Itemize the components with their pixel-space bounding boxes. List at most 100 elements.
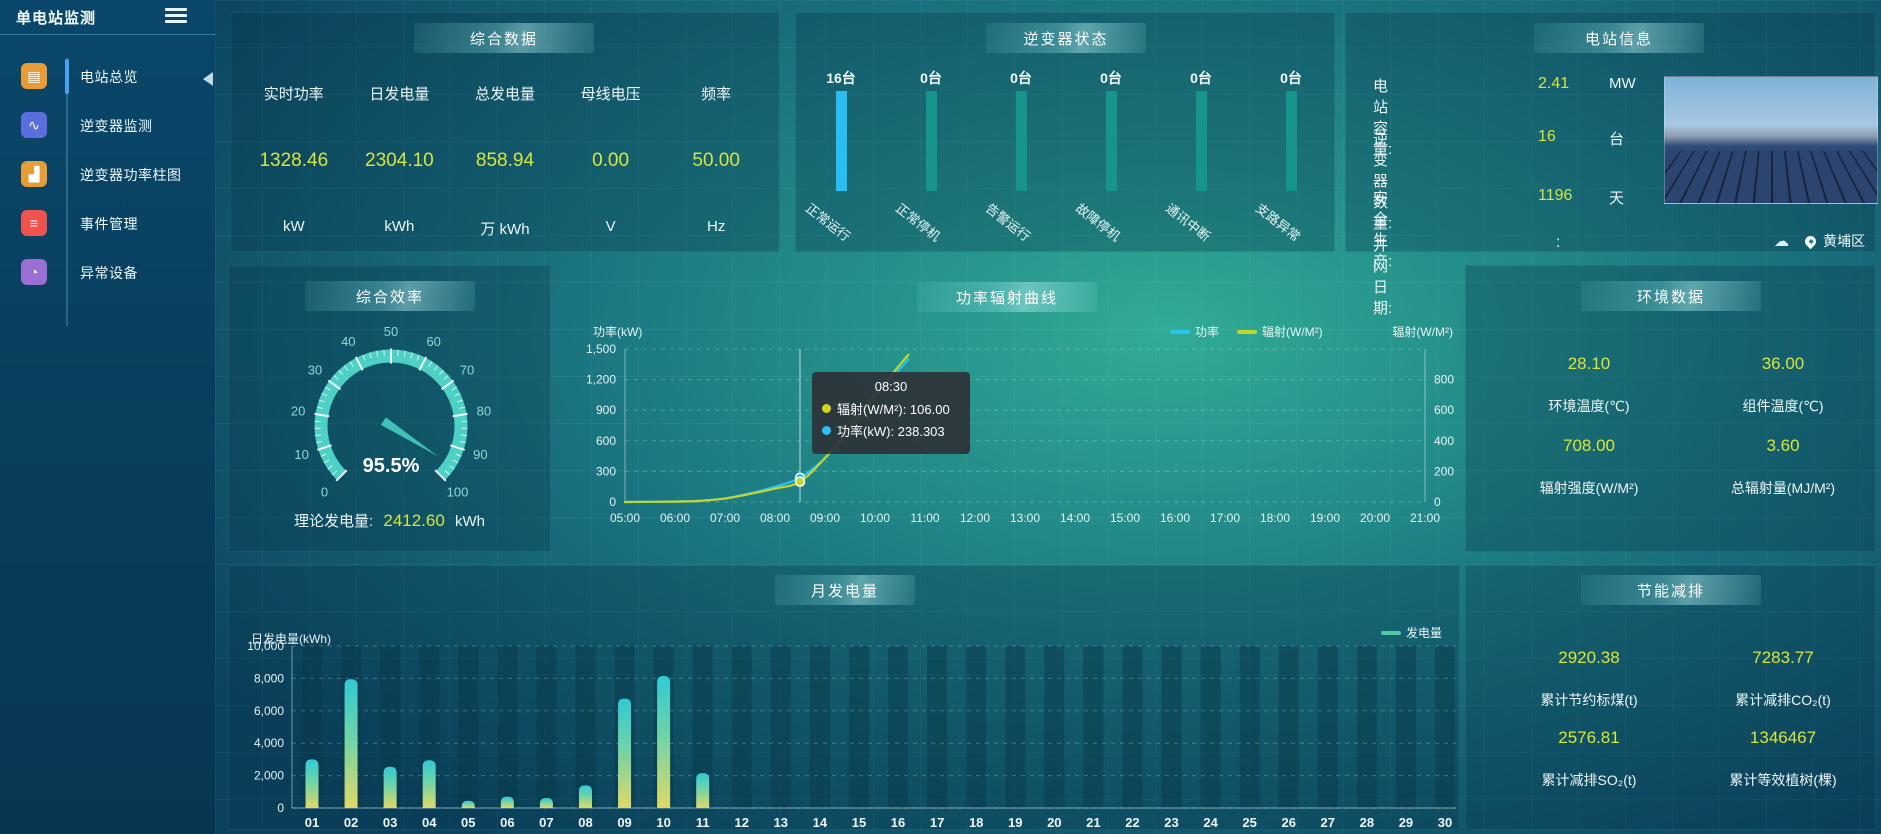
metric-daily-generation: 日发电量 2304.10 kWh — [365, 86, 434, 235]
panel-monthly-generation: 月发电量 日发电量(kWh) 发电量 0 2,000 4,000 6,000 8,000… — [228, 565, 1460, 830]
station-overview-icon: ▤ — [21, 63, 47, 89]
location-pin-icon — [1802, 233, 1819, 249]
svg-text:300: 300 — [596, 464, 616, 478]
svg-text:90: 90 — [473, 447, 487, 462]
status-normal-stop: 0台 正常停机 — [892, 70, 944, 245]
svg-text:10: 10 — [294, 447, 308, 462]
svg-text:0: 0 — [321, 484, 328, 499]
inverter-status-chart[interactable]: 16台 正常运行 0台 正常停机 0台 告警运行 0台 故障停机 0台 通讯中断… — [796, 68, 1336, 245]
metric-realtime-power: 实时功率 1328.46 kW — [259, 86, 329, 235]
panel-station-info: 电站信息 电站容量: 2.41 MW 逆变器数量: 16 台 安全生产: 119… — [1345, 12, 1878, 317]
svg-text:6,000: 6,000 — [254, 704, 284, 718]
svg-text:1,500: 1,500 — [586, 342, 616, 356]
svg-text:08:00: 08:00 — [760, 511, 790, 525]
svg-text:13: 13 — [774, 815, 788, 830]
sidebar-item-label: 逆变器功率柱图 — [80, 166, 182, 183]
svg-text:09: 09 — [617, 815, 631, 830]
sidebar-item-station-overview[interactable]: ▤ 电站总览 — [0, 52, 215, 101]
weather-icon[interactable]: ☁ — [1774, 233, 1789, 250]
svg-text:10:00: 10:00 — [860, 511, 890, 525]
status-fault-stop: 0台 故障停机 — [1072, 70, 1124, 245]
svg-text:05:00: 05:00 — [610, 511, 640, 525]
svg-text:19: 19 — [1008, 815, 1022, 830]
sidebar-collapse-icon[interactable] — [203, 72, 213, 86]
theory-generation-row: 理论发电量: 2412.60 kWh — [294, 511, 485, 530]
svg-text:17: 17 — [930, 815, 944, 830]
panel-title: 环境数据 — [1581, 281, 1761, 311]
svg-text:4,000: 4,000 — [254, 736, 284, 750]
right-axis-title: 辐射(W/M²) — [1392, 325, 1453, 339]
svg-text:19:00: 19:00 — [1310, 511, 1340, 525]
panel-inverter-status: 逆变器状态 16台 正常运行 0台 正常停机 0台 告警运行 0台 故障停机 0… — [795, 12, 1335, 252]
line-legend[interactable]: 功率 辐射(W/M²) — [1170, 323, 1323, 340]
svg-text:27: 27 — [1321, 815, 1335, 830]
sidebar-item-inverter-power-bars[interactable]: ▟ 逆变器功率柱图 — [0, 150, 215, 199]
panel-summary: 综合数据 实时功率 1328.46 kW 日发电量 2304.10 kWh 总发… — [230, 12, 780, 252]
sidebar-menu: ▤ 电站总览 ∿ 逆变器监测 ▟ 逆变器功率柱图 ≡ 事件管理 ◔ 异常设备 — [0, 52, 215, 326]
summary-metrics: 实时功率 1328.46 kW 日发电量 2304.10 kWh 总发电量 85… — [241, 71, 769, 239]
inverter-monitor-icon: ∿ — [21, 112, 47, 138]
abnormal-device-icon: ◔ — [21, 259, 47, 285]
reduced-so2: 2576.81 累计减排SO₂(t) — [1541, 728, 1637, 788]
svg-text:18: 18 — [969, 815, 983, 830]
sidebar: 单电站监测 ▤ 电站总览 ∿ 逆变器监测 ▟ 逆变器功率柱图 ≡ 事件管理 ◔ … — [0, 0, 215, 834]
tooltip-power: 功率(kW): 238.303 — [822, 421, 960, 440]
svg-text:13:00: 13:00 — [1010, 511, 1040, 525]
svg-text:100: 100 — [447, 484, 469, 499]
equivalent-trees: 1346467 累计等效植树(棵) — [1729, 728, 1837, 788]
panel-efficiency: 综合效率 0 10 20 30 40 50 60 70 80 90 100 95.5% 理论发电量: … — [228, 265, 551, 552]
svg-text:30: 30 — [308, 363, 322, 378]
power-dot — [822, 426, 831, 435]
location-group[interactable]: ☁ 黄埔区 — [1774, 231, 1865, 251]
panel-power-curve: 功率辐射曲线 功率(kW) 功率 辐射(W/M²) 辐射(W/M²) 0 0 300… — [560, 265, 1455, 552]
active-indicator — [65, 59, 69, 94]
svg-text:09:00: 09:00 — [810, 511, 840, 525]
panel-title: 电站信息 — [1534, 23, 1704, 53]
generation-legend-swatch — [1381, 630, 1401, 635]
svg-text:400: 400 — [1434, 434, 1454, 448]
svg-text:25: 25 — [1242, 815, 1256, 830]
monthly-y-axis-title: 日发电量(kWh) — [251, 632, 331, 646]
panel-title: 综合效率 — [305, 281, 475, 311]
svg-text:03: 03 — [383, 815, 397, 830]
svg-text:20: 20 — [291, 403, 305, 418]
svg-text:10: 10 — [656, 815, 670, 830]
svg-text:05: 05 — [461, 815, 475, 830]
monthly-generation-chart[interactable]: 0 2,000 4,000 6,000 8,000 10,000 01 02 03 04 05 06 0… — [229, 566, 1461, 831]
svg-text:200: 200 — [1434, 464, 1454, 478]
svg-text:12: 12 — [735, 815, 749, 830]
svg-text:20:00: 20:00 — [1360, 511, 1390, 525]
svg-text:10,000: 10,000 — [247, 639, 284, 653]
sidebar-item-abnormal-devices[interactable]: ◔ 异常设备 — [0, 248, 215, 297]
monthly-legend[interactable]: 发电量 — [1381, 624, 1442, 641]
hamburger-menu-icon[interactable] — [165, 8, 187, 24]
svg-text:11:00: 11:00 — [910, 511, 939, 525]
status-alarm-run: 0台 告警运行 — [982, 70, 1034, 245]
efficiency-gauge-chart[interactable]: 0 10 20 30 40 50 60 70 80 90 100 95.5% — [229, 302, 552, 542]
metric-total-generation: 总发电量 858.94 万 kWh — [474, 86, 535, 238]
status-branch-abnormal: 0台 支路异常 — [1252, 70, 1304, 245]
metric-frequency: 频率 50.00 Hz — [692, 86, 740, 235]
svg-text:02: 02 — [344, 815, 358, 830]
total-radiation: 3.60 总辐射量(MJ/M²) — [1730, 436, 1836, 496]
status-bar — [1015, 91, 1027, 191]
svg-text:1,200: 1,200 — [586, 373, 616, 387]
sidebar-item-event-management[interactable]: ≡ 事件管理 — [0, 199, 215, 248]
sidebar-item-inverter-monitor[interactable]: ∿ 逆变器监测 — [0, 101, 215, 150]
svg-text:80: 80 — [477, 403, 491, 418]
svg-text:8,000: 8,000 — [254, 671, 284, 685]
status-comm-lost: 0台 通讯中断 — [1162, 70, 1214, 245]
panel-title: 逆变器状态 — [986, 23, 1146, 53]
radiation-dot — [822, 404, 831, 413]
svg-text:11: 11 — [696, 815, 710, 830]
svg-text:30: 30 — [1438, 815, 1452, 830]
svg-text:95.5%: 95.5% — [363, 455, 420, 477]
svg-text:600: 600 — [596, 434, 616, 448]
status-bar — [1195, 91, 1207, 191]
power-radiation-chart[interactable]: 0 0 300 200 600 400 900 600 1,200 800 1,500 05:00 06… — [560, 265, 1455, 552]
bar-chart-icon: ▟ — [21, 161, 47, 187]
panel-title: 月发电量 — [775, 575, 915, 605]
svg-text:06: 06 — [500, 815, 514, 830]
sidebar-item-label: 逆变器监测 — [80, 117, 153, 134]
svg-text:15: 15 — [852, 815, 866, 830]
